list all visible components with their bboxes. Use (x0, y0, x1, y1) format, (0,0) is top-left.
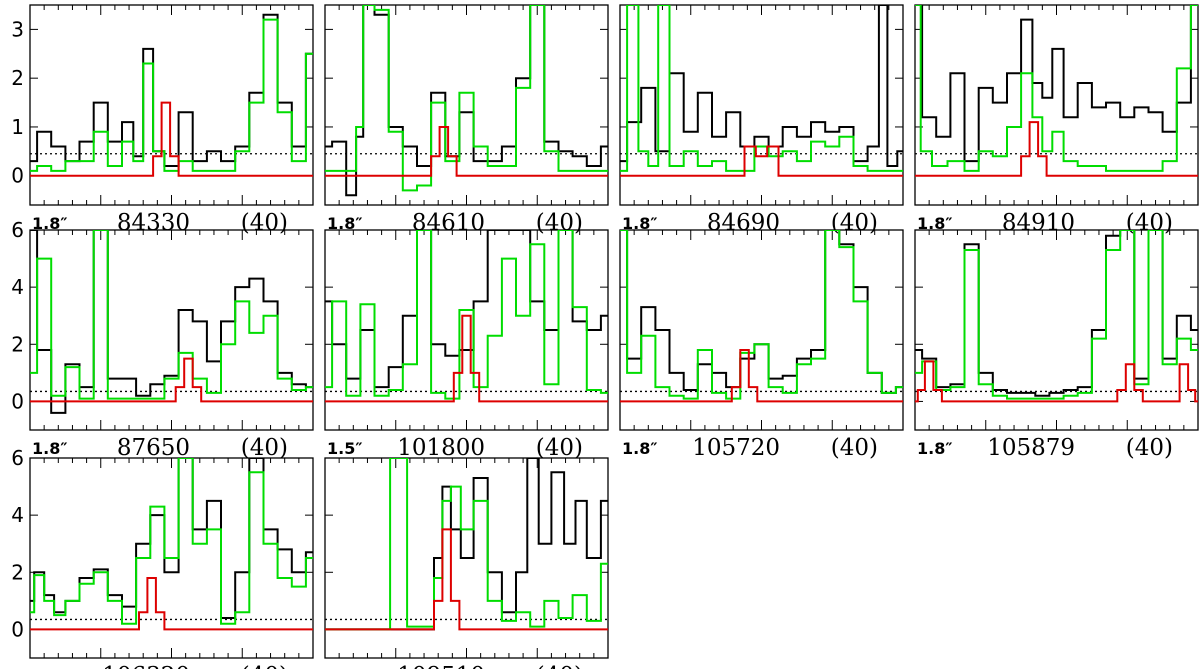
model-all-species (325, 5, 608, 192)
model-single-species (915, 121, 1198, 177)
y-tick-label: 0 (11, 617, 24, 641)
beam-size-label: 1.8″ (917, 439, 953, 458)
panel-frame (914, 229, 1199, 431)
beam-size-label: 1.8″ (622, 439, 658, 458)
beam-size-label: 1.8″ (622, 214, 658, 233)
y-tick-label: 3 (11, 17, 24, 41)
model-single-species (30, 577, 313, 631)
plot-area (915, 5, 1198, 177)
width-label: (40) (831, 435, 878, 461)
beam-size-label: 1.8″ (917, 214, 953, 233)
y-tick-label: 0 (11, 164, 24, 188)
frequency-label: 84610 (412, 210, 485, 236)
y-tick-label: 6 (11, 446, 24, 470)
width-label: (40) (831, 210, 878, 236)
model-single-species (30, 357, 313, 403)
y-tick-label: 1 (11, 115, 24, 139)
panel-84610: 1.8″ 84610 (40) (324, 4, 609, 236)
plot-area (30, 13, 313, 177)
beam-size-label: 1.8″ (32, 439, 68, 458)
width-label: (40) (536, 435, 583, 461)
plot-area (30, 458, 313, 631)
width-label: (40) (241, 435, 288, 461)
frequency-label: 84690 (707, 210, 780, 236)
beam-size-label: 1.8″ (327, 214, 363, 233)
panel-101800: 1.5″ 101800 (40) (324, 229, 609, 461)
frequency-label: 101800 (397, 435, 485, 461)
observed-spectrum (325, 458, 608, 631)
panel-109510: 1.4″ 109510 (40) (324, 457, 609, 669)
observed-spectrum (325, 5, 608, 197)
y-tick-label: 6 (11, 218, 24, 242)
observed-spectrum (30, 458, 313, 619)
model-single-species (620, 349, 903, 403)
observed-spectrum (30, 13, 313, 167)
observed-spectrum (30, 230, 313, 414)
model-all-species (30, 230, 313, 400)
y-tick-label: 2 (11, 332, 24, 356)
frequency-label: 105720 (692, 435, 780, 461)
y-tick-label: 0 (11, 389, 24, 413)
frequency-label: 87650 (117, 435, 190, 461)
model-all-species (30, 18, 313, 172)
model-single-species (620, 145, 903, 177)
observed-spectrum (915, 5, 1198, 163)
panel-87650: 0 2 4 6 1.8″ 87650 (40) (11, 218, 314, 461)
plot-area (325, 5, 608, 197)
width-label: (40) (241, 210, 288, 236)
frequency-label: 109510 (397, 663, 485, 669)
panel-84690: 1.8″ 84690 (40) (619, 4, 904, 236)
model-all-species (325, 230, 608, 400)
model-all-species (620, 5, 903, 172)
beam-size-label: 1.5″ (327, 439, 363, 458)
y-tick-label: 2 (11, 560, 24, 584)
y-tick-label: 4 (11, 275, 24, 299)
frequency-label: 84910 (1002, 210, 1075, 236)
panel-105720: 1.8″ 105720 (40) (619, 229, 904, 461)
observed-spectrum (620, 5, 903, 167)
panel-105879: 1.8″ 105879 (40) (914, 229, 1199, 461)
plot-area (30, 230, 313, 414)
observed-spectrum (325, 230, 608, 389)
model-all-species (30, 458, 313, 625)
model-single-species (325, 528, 608, 631)
model-single-species (30, 101, 313, 177)
frequency-label: 84330 (117, 210, 190, 236)
beam-size-label: 1.4″ (327, 667, 363, 669)
width-label: (40) (241, 663, 288, 669)
observed-spectrum (620, 230, 903, 394)
panel-frame (29, 229, 314, 431)
model-all-species (325, 458, 608, 631)
y-tick-label: 4 (11, 503, 24, 527)
y-tick-label: 2 (11, 66, 24, 90)
beam-size-label: 1.8″ (32, 667, 68, 669)
frequency-label: 106320 (102, 663, 190, 669)
model-single-species (325, 314, 608, 403)
frequency-label: 105879 (987, 435, 1075, 461)
model-single-species (915, 360, 1198, 403)
plot-area (325, 230, 608, 403)
width-label: (40) (1126, 435, 1173, 461)
panel-84910: 1.8″ 84910 (40) (914, 4, 1199, 236)
width-label: (40) (536, 663, 583, 669)
model-all-species (620, 230, 903, 400)
model-single-species (325, 126, 608, 177)
plot-area (915, 230, 1198, 403)
model-all-species (915, 5, 1198, 172)
panel-106320: 0 2 4 6 1.8″ 106320 (40) (11, 446, 314, 669)
beam-size-label: 1.8″ (32, 214, 68, 233)
plot-area (620, 230, 903, 403)
panel-84330: 0 1 2 3 1.8″ 84330 (40) (11, 4, 314, 236)
plot-area (620, 5, 903, 177)
plot-area (325, 458, 608, 631)
observed-spectrum (915, 230, 1198, 397)
model-all-species (915, 230, 1198, 400)
